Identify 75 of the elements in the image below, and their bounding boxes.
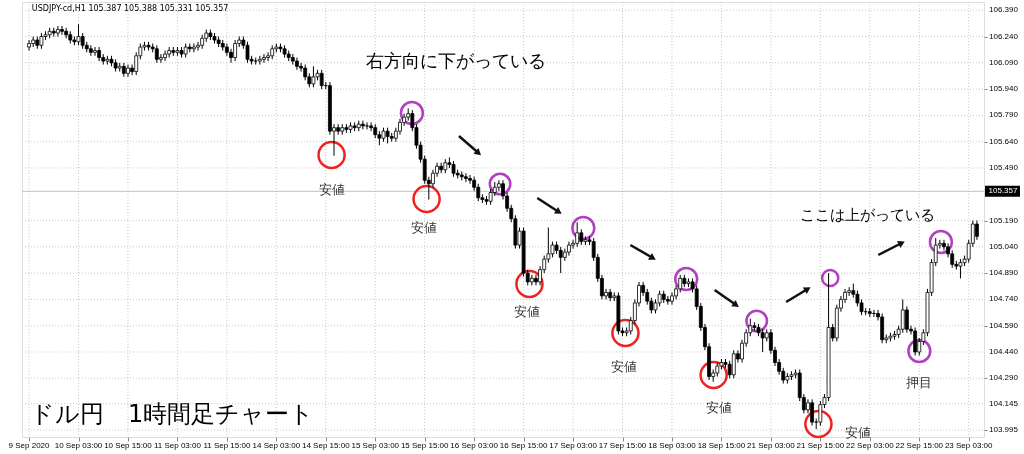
x-tick-label: 22 Sep 03:00 bbox=[845, 441, 895, 450]
candlestick bbox=[975, 220, 979, 241]
candlestick bbox=[311, 65, 316, 88]
annotation: 安値 bbox=[514, 304, 541, 319]
x-tick-label: 18 Sep 15:00 bbox=[697, 441, 746, 450]
x-tick-label: 15 Sep 03:00 bbox=[351, 441, 400, 450]
annotation: 安値 bbox=[318, 182, 345, 197]
annotation: ここは上がっている bbox=[799, 206, 935, 224]
candlestick bbox=[262, 53, 266, 64]
candlestick bbox=[810, 398, 814, 427]
candlestick bbox=[365, 121, 369, 130]
x-tick-label: 17 Sep 15:00 bbox=[598, 441, 647, 450]
x-tick-label: 10 Sep 15:00 bbox=[104, 441, 153, 450]
x-tick-label: 14 Sep 03:00 bbox=[252, 441, 301, 450]
x-tick-label: 11 Sep 03:00 bbox=[153, 441, 202, 450]
y-tick-label: 105.490 bbox=[989, 162, 1019, 172]
y-tick-label: 106.090 bbox=[989, 57, 1019, 67]
x-tick-label: 11 Sep 15:00 bbox=[203, 441, 251, 450]
x-tick-label: 15 Sep 15:00 bbox=[400, 441, 450, 450]
y-tick-label: 104.440 bbox=[989, 347, 1019, 356]
candlestick bbox=[233, 39, 238, 62]
y-tick-label: 105.190 bbox=[989, 215, 1019, 225]
candlestick bbox=[56, 25, 60, 38]
x-tick-label: 18 Sep 03:00 bbox=[648, 441, 697, 450]
candlestick bbox=[27, 39, 31, 52]
candlestick bbox=[900, 298, 905, 334]
x-tick-label: 22 Sep 15:00 bbox=[895, 441, 944, 450]
candlestick bbox=[266, 51, 270, 62]
text: ドル円 1時間足チャート bbox=[30, 400, 315, 428]
y-tick-label: 105.040 bbox=[989, 241, 1019, 251]
x-tick-label: 21 Sep 03:00 bbox=[747, 441, 796, 450]
ref-line-label: 105.357 bbox=[988, 186, 1019, 196]
candlestick bbox=[245, 41, 250, 64]
candlestick bbox=[369, 121, 374, 132]
candlestick bbox=[558, 246, 563, 274]
candlestick bbox=[196, 41, 200, 52]
candlestick bbox=[760, 328, 765, 353]
y-tick-label: 104.290 bbox=[989, 373, 1019, 383]
candlestick bbox=[958, 258, 963, 279]
candlestick bbox=[76, 23, 81, 46]
y-tick-label: 106.240 bbox=[989, 31, 1019, 41]
y-tick-label: 103.995 bbox=[989, 424, 1019, 434]
x-tick-label: 23 Sep 03:00 bbox=[944, 441, 994, 450]
annotation: 押目 bbox=[906, 375, 933, 390]
annotation: USDJPY-cd,H1 105.387 105.388 105.331 105.357 bbox=[31, 4, 229, 13]
y-tick-label: 104.590 bbox=[989, 320, 1019, 330]
annotation: 安値 bbox=[611, 359, 638, 374]
candlestick bbox=[192, 43, 196, 53]
candlestick bbox=[464, 172, 468, 183]
y-tick-label: 105.640 bbox=[989, 136, 1019, 146]
candlestick bbox=[93, 46, 97, 57]
x-tick-label: 16 Sep 15:00 bbox=[499, 441, 548, 450]
candlestick bbox=[818, 400, 823, 427]
candlestick bbox=[904, 305, 909, 334]
x-tick-label: 10 Sep 03:00 bbox=[54, 441, 103, 450]
y-tick-label: 106.390 bbox=[989, 5, 1019, 15]
y-tick-label: 105.940 bbox=[989, 84, 1019, 94]
annotation: 右方向に下がっている bbox=[365, 50, 546, 71]
y-tick-label: 105.790 bbox=[989, 110, 1019, 120]
annotation: 安値 bbox=[844, 425, 871, 440]
candlestick bbox=[60, 25, 64, 36]
annotation: 安値 bbox=[705, 400, 732, 415]
y-tick-label: 104.890 bbox=[989, 268, 1019, 278]
x-tick-label: 16 Sep 03:00 bbox=[450, 441, 499, 450]
candlestick bbox=[88, 44, 93, 57]
candlestick bbox=[163, 50, 167, 62]
x-tick-label: 17 Sep 03:00 bbox=[549, 441, 598, 450]
x-tick-label: 14 Sep 15:00 bbox=[301, 441, 351, 450]
y-tick-label: 104.145 bbox=[989, 398, 1019, 408]
y-tick-label: 104.740 bbox=[989, 294, 1019, 304]
candlestick bbox=[299, 62, 303, 73]
x-tick-label: 9 Sep 2020 bbox=[8, 441, 51, 450]
candlestick bbox=[468, 174, 472, 185]
x-tick-label: 21 Sep 15:00 bbox=[796, 441, 845, 450]
annotation: 安値 bbox=[410, 220, 437, 235]
